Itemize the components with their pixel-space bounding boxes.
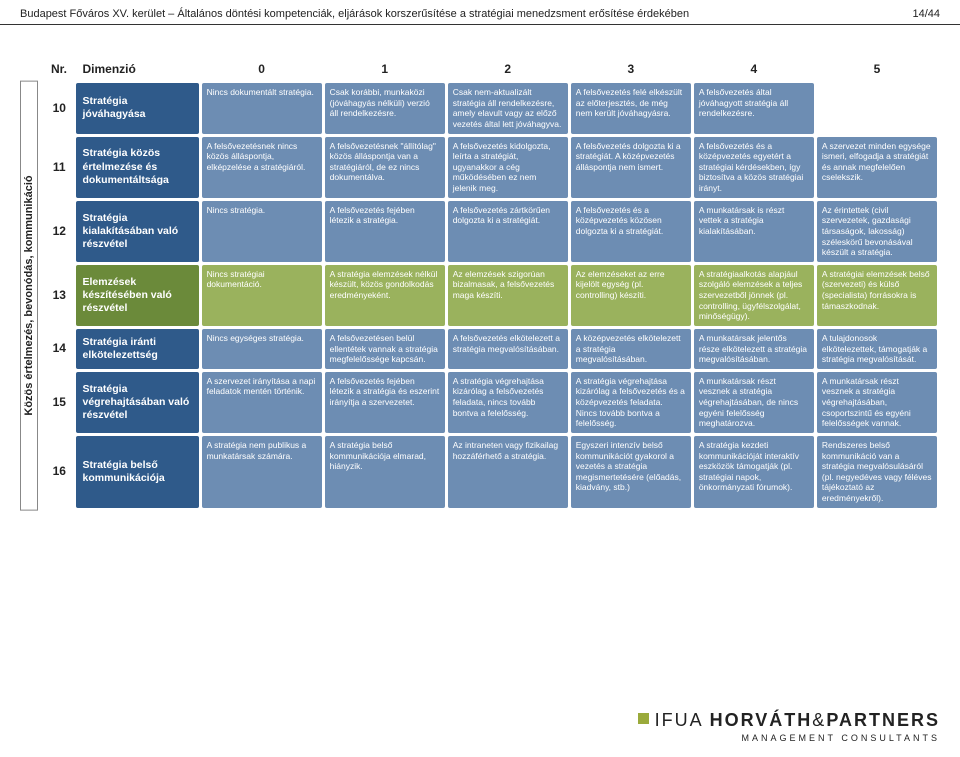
col-level-4: 4 xyxy=(694,58,814,80)
row-nr: 10 xyxy=(45,83,73,134)
maturity-cell: A stratégia nem publikus a munkatársak s… xyxy=(202,436,322,508)
maturity-cell: A stratégia belső kommunikációja elmarad… xyxy=(325,436,445,508)
maturity-cell: A munkatársak jelentős része elkötelezet… xyxy=(694,329,814,369)
maturity-cell: A stratégia kezdeti kommunikációját inte… xyxy=(694,436,814,508)
col-level-2: 2 xyxy=(448,58,568,80)
col-level-0: 0 xyxy=(202,58,322,80)
logo-square-icon xyxy=(638,713,649,724)
maturity-cell: Nincs stratégiai dokumentáció. xyxy=(202,265,322,326)
maturity-cell: A felsővezetés felé elkészült az előterj… xyxy=(571,83,691,134)
maturity-cell: Nincs stratégia. xyxy=(202,201,322,262)
table-row: 12Stratégia kialakításában való részvéte… xyxy=(45,201,937,262)
col-level-3: 3 xyxy=(571,58,691,80)
maturity-cell: A felsővezetés elkötelezett a stratégia … xyxy=(448,329,568,369)
row-dimension: Stratégia végrehajtásában való részvétel xyxy=(76,372,198,433)
maturity-cell: A szervezet minden egysége ismeri, elfog… xyxy=(817,137,937,198)
table-row: 16Stratégia belső kommunikációjaA straté… xyxy=(45,436,937,508)
col-level-5: 5 xyxy=(817,58,937,80)
row-dimension: Stratégia közös értelmezése és dokumentá… xyxy=(76,137,198,198)
table-row: 10Stratégia jóváhagyásaNincs dokumentált… xyxy=(45,83,937,134)
maturity-cell: Rendszeres belső kommunikáció van a stra… xyxy=(817,436,937,508)
maturity-cell: Az elemzéseket az erre kijelölt egység (… xyxy=(571,265,691,326)
content-area: Közös értelmezés, bevonódás, kommunikáci… xyxy=(0,25,960,521)
maturity-cell: A stratégia elemzések nélkül készült, kö… xyxy=(325,265,445,326)
page-number: 14/44 xyxy=(912,8,940,20)
maturity-table: Nr.Dimenzió012345 10Stratégia jóváhagyás… xyxy=(42,55,940,511)
logo-text-a: IFUA xyxy=(655,710,710,730)
maturity-cell: A felsővezetés dolgozta ki a stratégiát.… xyxy=(571,137,691,198)
maturity-cell: A felsővezetésnek nincs közös álláspontj… xyxy=(202,137,322,198)
maturity-cell: A tulajdonosok elkötelezettek, támogatjá… xyxy=(817,329,937,369)
row-dimension: Stratégia kialakításában való részvétel xyxy=(76,201,198,262)
maturity-cell: Egyszeri intenzív belső kommunikációt gy… xyxy=(571,436,691,508)
row-nr: 11 xyxy=(45,137,73,198)
maturity-cell: Nincs dokumentált stratégia. xyxy=(202,83,322,134)
maturity-cell: Nincs egységes stratégia. xyxy=(202,329,322,369)
maturity-cell: Az intraneten vagy fizikailag hozzáférhe… xyxy=(448,436,568,508)
logo-text-b: HORVÁTH xyxy=(710,710,813,730)
maturity-cell: A munkatársak részt vesznek a stratégia … xyxy=(694,372,814,433)
row-dimension: Stratégia iránti elkötelezettség xyxy=(76,329,198,369)
maturity-cell: A felsővezetés fejében létezik a stratég… xyxy=(325,201,445,262)
matrix-grid: Közös értelmezés, bevonódás, kommunikáci… xyxy=(20,55,940,511)
page-header: Budapest Főváros XV. kerület – Általános… xyxy=(0,0,960,25)
logo-line-1: IFUA HORVÁTH&PARTNERS xyxy=(638,710,940,731)
maturity-cell: A felsővezetés zártkörűen dolgozta ki a … xyxy=(448,201,568,262)
table-row: 14Stratégia iránti elkötelezettségNincs … xyxy=(45,329,937,369)
header-title: Budapest Főváros XV. kerület – Általános… xyxy=(20,8,689,20)
maturity-cell: A stratégia végrehajtása kizárólag a fel… xyxy=(448,372,568,433)
maturity-cell: A felsővezetés és a középvezetés egyetér… xyxy=(694,137,814,198)
col-level-1: 1 xyxy=(325,58,445,80)
side-group-label: Közös értelmezés, bevonódás, kommunikáci… xyxy=(20,81,38,511)
maturity-cell xyxy=(817,83,937,134)
logo-text-c: & xyxy=(812,710,826,730)
row-nr: 14 xyxy=(45,329,73,369)
maturity-cell: Csak korábbi, munkaközi (jóváhagyás nélk… xyxy=(325,83,445,134)
maturity-cell: A stratégia végrehajtása kizárólag a fel… xyxy=(571,372,691,433)
maturity-cell: A munkatársak részt vesznek a stratégia … xyxy=(817,372,937,433)
maturity-cell: A felsővezetés kidolgozta, leírta a stra… xyxy=(448,137,568,198)
maturity-cell: A stratégiai elemzések belső (szervezeti… xyxy=(817,265,937,326)
maturity-cell: A felsővezetés által jóváhagyott stratég… xyxy=(694,83,814,134)
maturity-cell: A stratégiaalkotás alapjául szolgáló ele… xyxy=(694,265,814,326)
maturity-cell: A felsővezetés és a középvezetés közösen… xyxy=(571,201,691,262)
row-nr: 13 xyxy=(45,265,73,326)
maturity-cell: Az elemzések szigorúan bizalmasak, a fel… xyxy=(448,265,568,326)
row-nr: 12 xyxy=(45,201,73,262)
table-row: 13Elemzések készítésében való részvételN… xyxy=(45,265,937,326)
row-dimension: Stratégia jóváhagyása xyxy=(76,83,198,134)
table-row: 11Stratégia közös értelmezése és dokumen… xyxy=(45,137,937,198)
maturity-cell: A középvezetés elkötelezett a stratégia … xyxy=(571,329,691,369)
row-nr: 15 xyxy=(45,372,73,433)
row-dimension: Elemzések készítésében való részvétel xyxy=(76,265,198,326)
maturity-cell: Az érintettek (civil szervezetek, gazdas… xyxy=(817,201,937,262)
maturity-cell: A munkatársak is részt vettek a stratégi… xyxy=(694,201,814,262)
footer-logo: IFUA HORVÁTH&PARTNERS MANAGEMENT CONSULT… xyxy=(638,710,940,743)
maturity-cell: A felsővezetésen belül ellentétek vannak… xyxy=(325,329,445,369)
col-nr: Nr. xyxy=(45,58,73,80)
maturity-cell: A szervezet irányítása a napi feladatok … xyxy=(202,372,322,433)
row-nr: 16 xyxy=(45,436,73,508)
logo-text-d: PARTNERS xyxy=(826,710,940,730)
logo-line-2: MANAGEMENT CONSULTANTS xyxy=(638,733,940,743)
table-row: 15Stratégia végrehajtásában való részvét… xyxy=(45,372,937,433)
maturity-cell: Csak nem-aktualizált stratégia áll rende… xyxy=(448,83,568,134)
maturity-cell: A felsővezetésnek "állítólag" közös állá… xyxy=(325,137,445,198)
maturity-cell: A felsővezetés fejében létezik a stratég… xyxy=(325,372,445,433)
col-dimension: Dimenzió xyxy=(76,58,198,80)
row-dimension: Stratégia belső kommunikációja xyxy=(76,436,198,508)
